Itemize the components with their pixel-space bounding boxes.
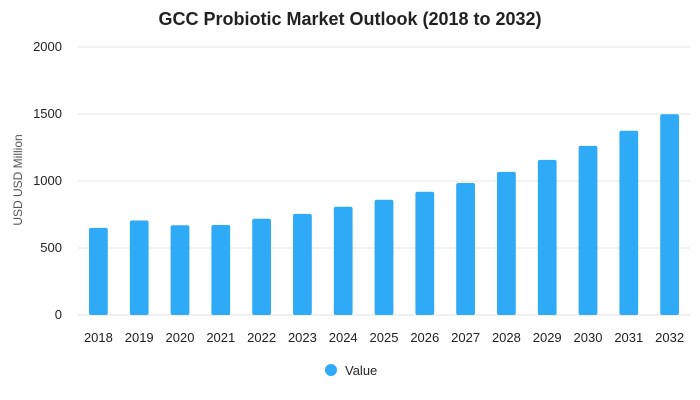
legend-swatch-value bbox=[325, 364, 337, 376]
bar-2023[interactable] bbox=[293, 213, 312, 315]
bar-2027[interactable] bbox=[456, 183, 475, 315]
x-tick-label: 2018 bbox=[84, 330, 113, 345]
x-tick-label: 2027 bbox=[451, 330, 480, 345]
bar-2028[interactable] bbox=[497, 171, 516, 315]
bar-2026[interactable] bbox=[415, 191, 435, 315]
y-axis-title: USD USD Million bbox=[11, 134, 25, 225]
y-tick-label: 1000 bbox=[33, 173, 62, 188]
x-tick-label: 2024 bbox=[329, 330, 358, 345]
x-tick-label: 2031 bbox=[614, 330, 643, 345]
x-tick-label: 2021 bbox=[206, 330, 235, 345]
bar-2021[interactable] bbox=[211, 224, 231, 315]
bar-2032[interactable] bbox=[660, 114, 679, 315]
bars bbox=[89, 114, 679, 315]
x-axis-ticks: 2018 2019 2020 2021 2022 2023 2024 2025 2026 2027… bbox=[84, 330, 684, 345]
x-tick-label: 2022 bbox=[247, 330, 276, 345]
chart-title: GCC Probiotic Market Outlook (2018 to 20… bbox=[158, 9, 541, 29]
bar-2020[interactable] bbox=[170, 225, 190, 315]
bar-2022[interactable] bbox=[252, 218, 271, 315]
y-tick-label: 2000 bbox=[33, 39, 62, 54]
y-tick-label: 1500 bbox=[33, 106, 62, 121]
bar-2029[interactable] bbox=[537, 159, 557, 315]
bar-2025[interactable] bbox=[374, 199, 394, 315]
y-tick-label: 0 bbox=[55, 307, 62, 322]
x-tick-label: 2023 bbox=[288, 330, 317, 345]
x-tick-label: 2029 bbox=[533, 330, 562, 345]
x-tick-label: 2025 bbox=[370, 330, 399, 345]
y-axis-ticks: 0 500 1000 1500 2000 bbox=[33, 39, 62, 322]
x-tick-label: 2026 bbox=[410, 330, 439, 345]
bar-2018[interactable] bbox=[89, 227, 108, 315]
x-tick-label: 2020 bbox=[166, 330, 195, 345]
x-tick-label: 2032 bbox=[655, 330, 684, 345]
bar-2019[interactable] bbox=[129, 220, 149, 315]
bar-2030[interactable] bbox=[578, 145, 598, 315]
x-tick-label: 2028 bbox=[492, 330, 521, 345]
legend-label-value: Value bbox=[345, 363, 377, 378]
bar-2031[interactable] bbox=[619, 130, 639, 315]
legend: Value bbox=[325, 363, 377, 378]
y-tick-label: 500 bbox=[40, 240, 62, 255]
x-tick-label: 2030 bbox=[574, 330, 603, 345]
x-tick-label: 2019 bbox=[125, 330, 154, 345]
bar-2024[interactable] bbox=[333, 206, 353, 315]
